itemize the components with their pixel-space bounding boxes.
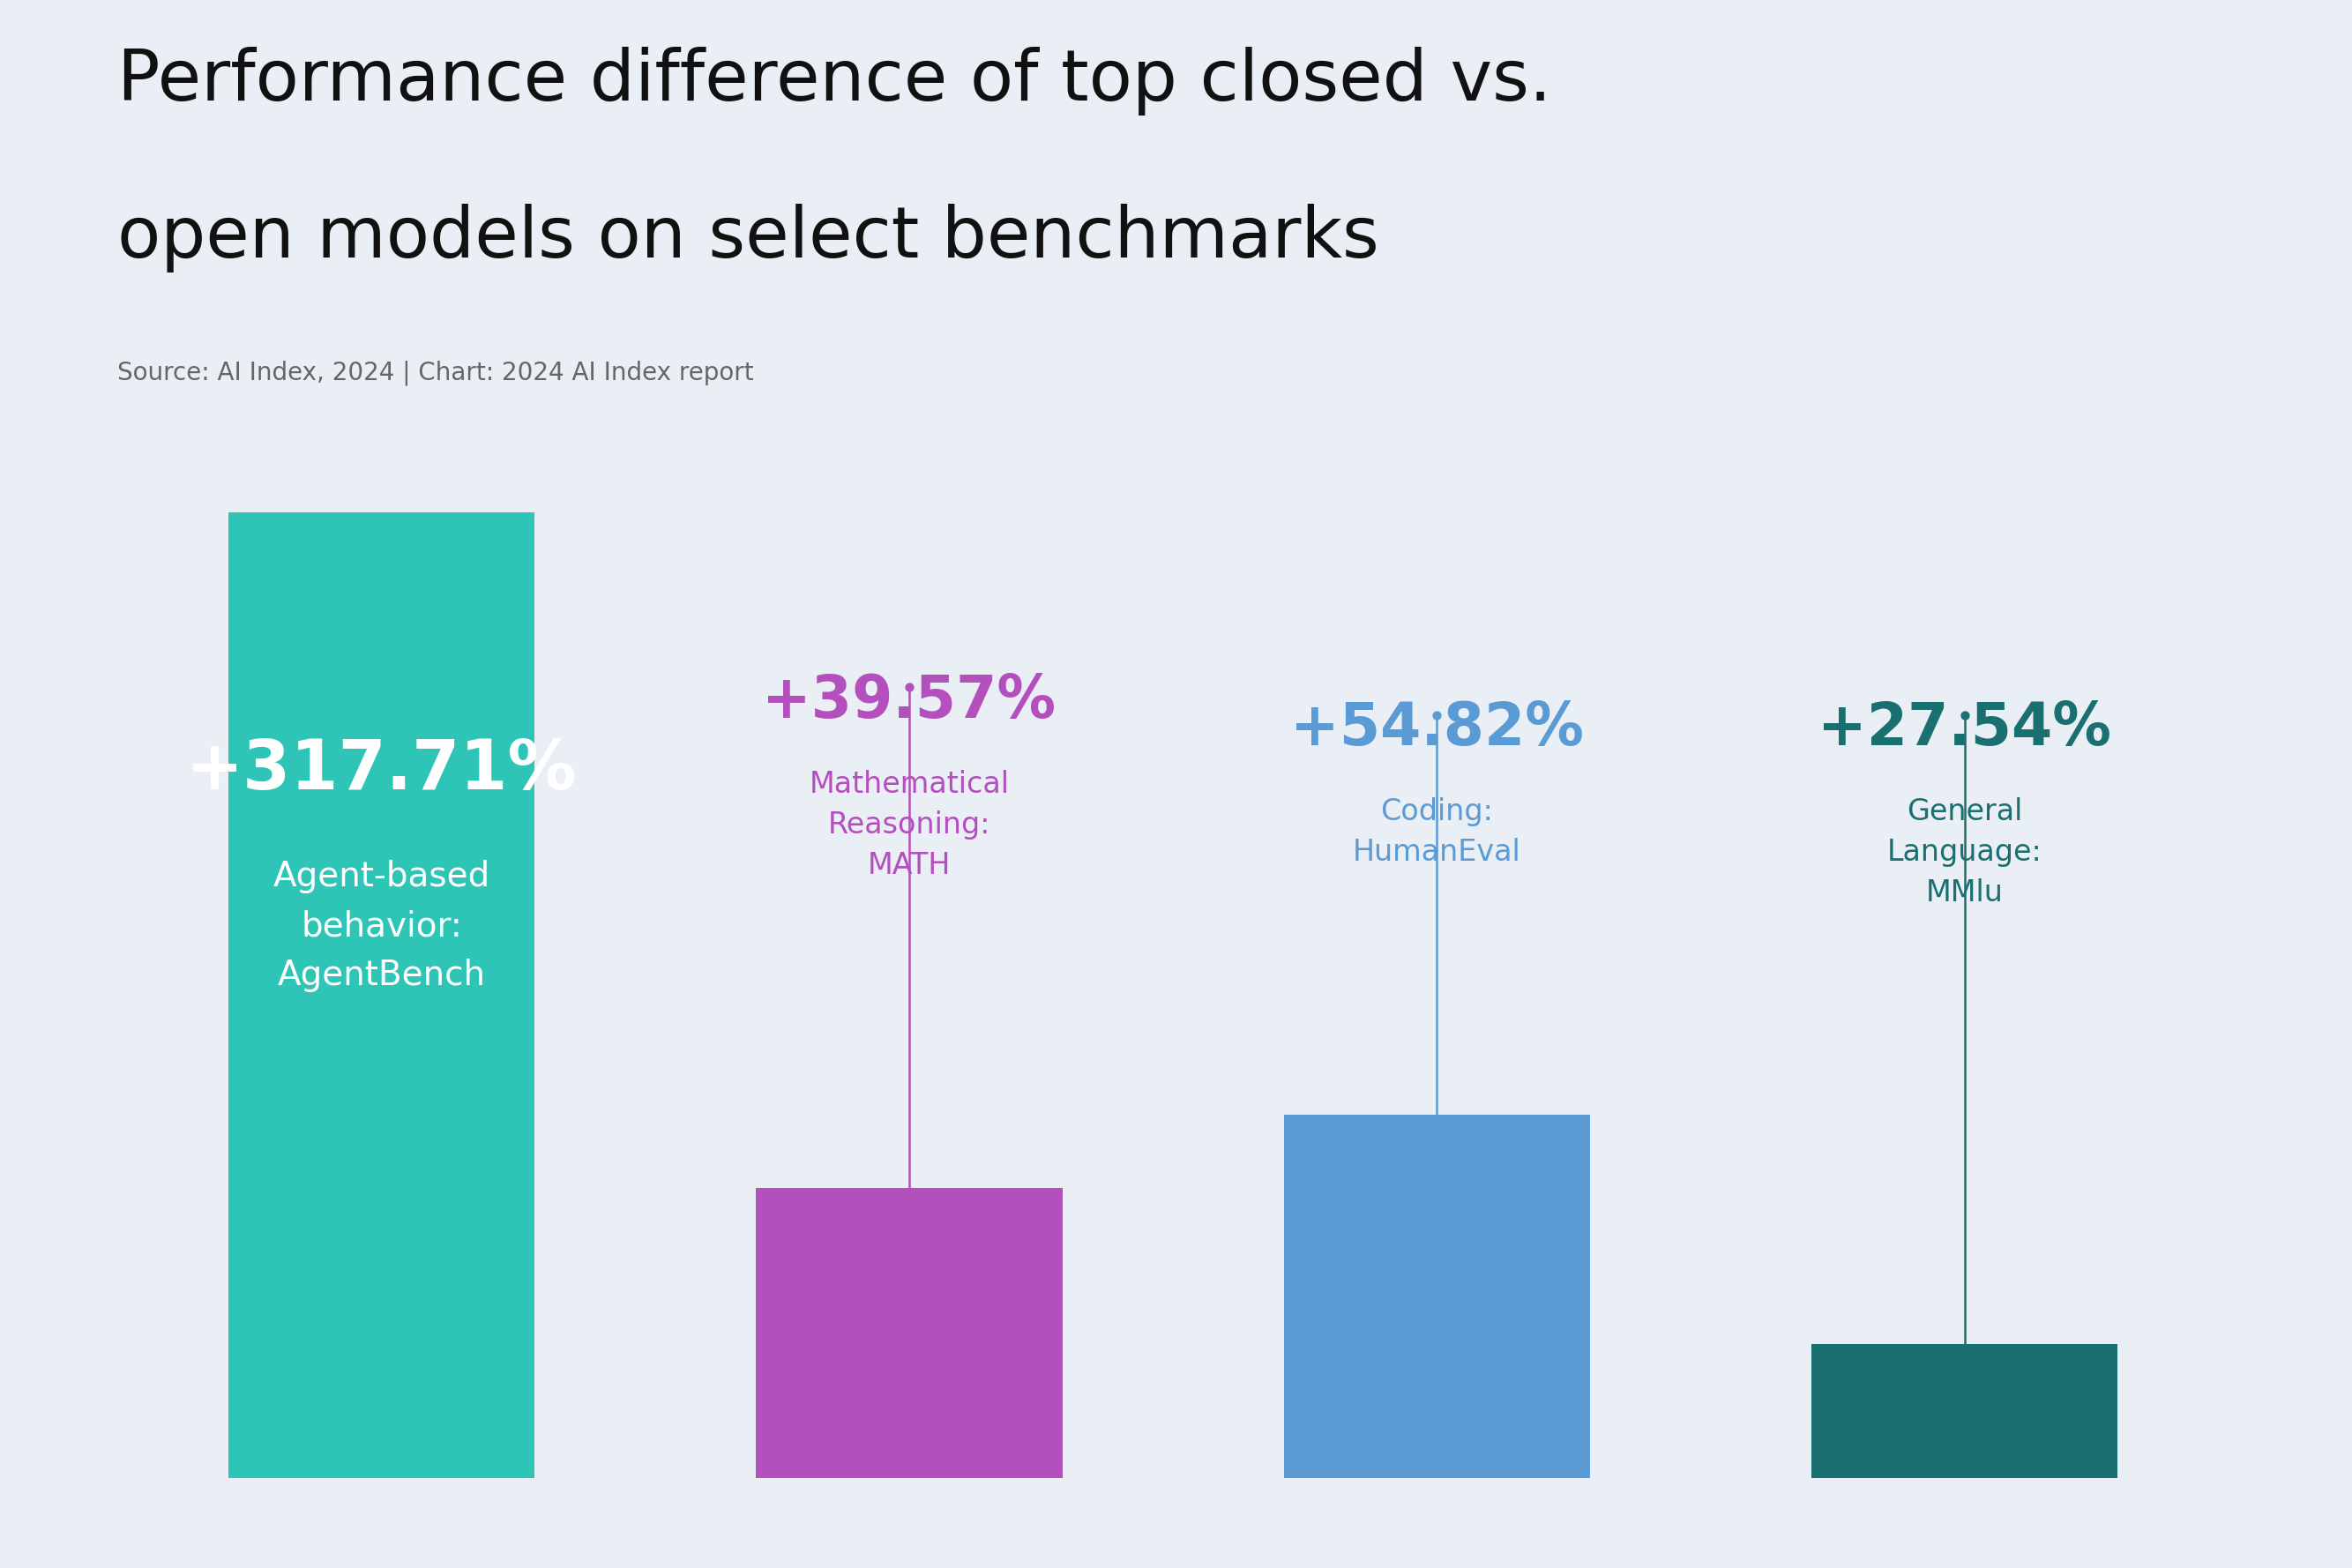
Text: Performance difference of top closed vs.: Performance difference of top closed vs. xyxy=(118,47,1552,116)
Point xyxy=(1418,702,1456,728)
Text: +27.54%: +27.54% xyxy=(1818,699,2112,757)
Text: +317.71%: +317.71% xyxy=(186,737,576,803)
Text: Mathematical
Reasoning:
MATH: Mathematical Reasoning: MATH xyxy=(809,770,1009,880)
Text: Agent-based
behavior:
AgentBench: Agent-based behavior: AgentBench xyxy=(273,861,489,993)
Point xyxy=(1945,702,1983,728)
Bar xyxy=(757,1189,1063,1477)
Text: +54.82%: +54.82% xyxy=(1291,699,1583,757)
Text: open models on select benchmarks: open models on select benchmarks xyxy=(118,204,1378,273)
Bar xyxy=(1284,1115,1590,1477)
Text: +39.57%: +39.57% xyxy=(762,673,1056,731)
Text: Source: AI Index, 2024 | Chart: 2024 AI Index report: Source: AI Index, 2024 | Chart: 2024 AI … xyxy=(118,361,755,386)
Text: General
Language:
MMlu: General Language: MMlu xyxy=(1886,798,2042,908)
Bar xyxy=(1811,1344,2117,1477)
Bar xyxy=(228,513,534,1477)
Point xyxy=(891,674,929,699)
Text: Coding:
HumanEval: Coding: HumanEval xyxy=(1352,798,1522,867)
